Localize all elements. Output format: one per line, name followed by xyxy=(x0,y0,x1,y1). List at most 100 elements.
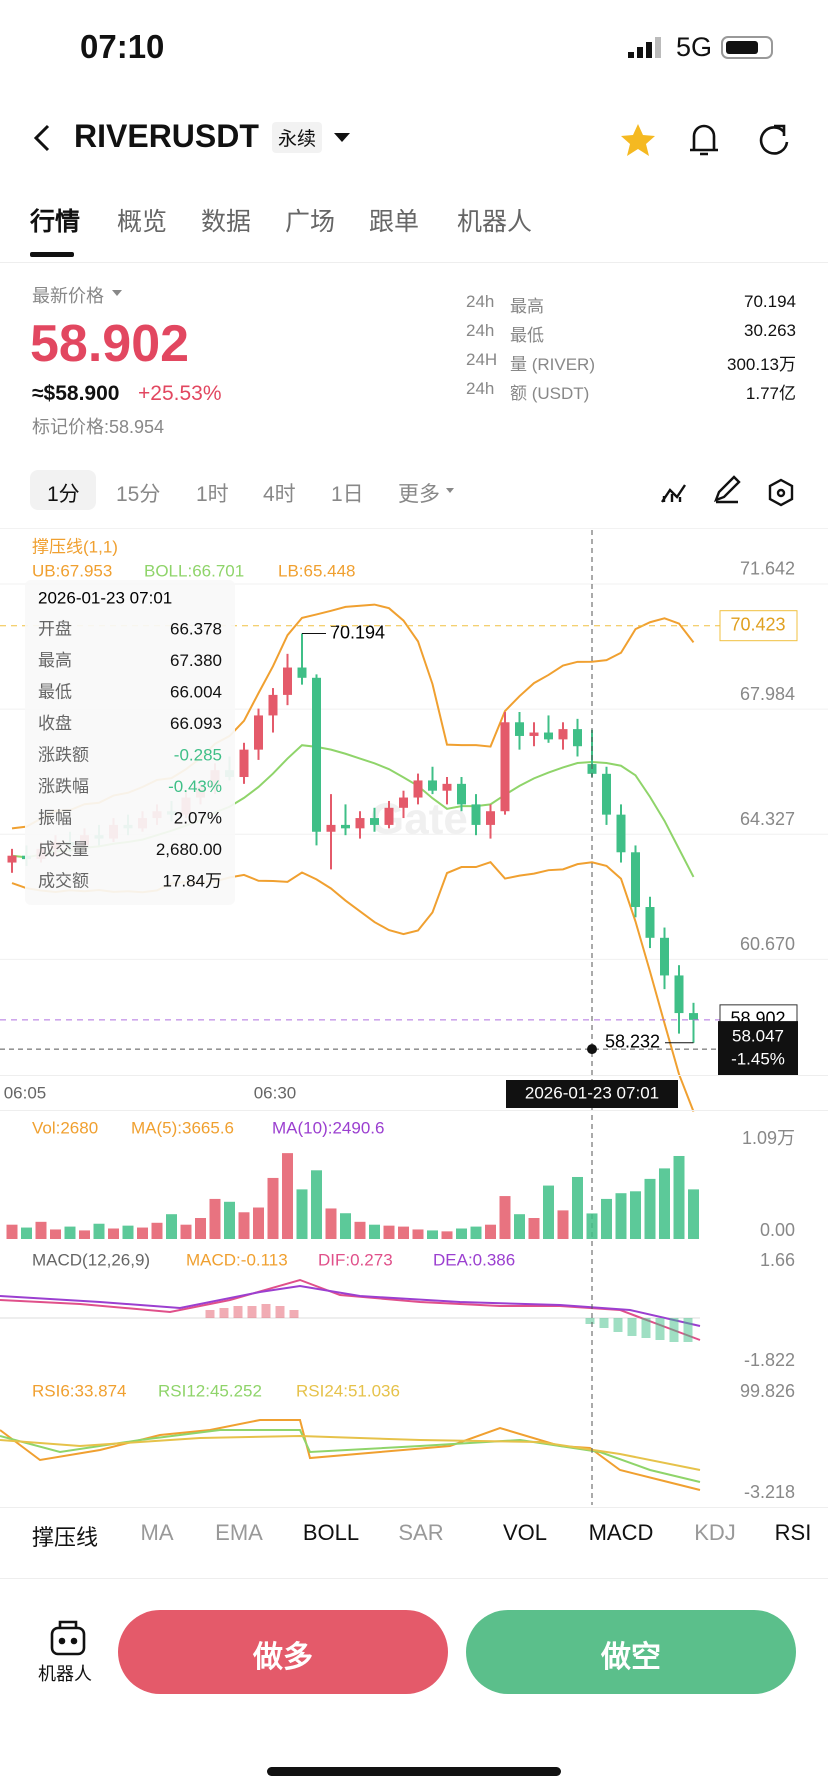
volume-bar xyxy=(93,1223,105,1239)
signal-icon xyxy=(628,37,661,58)
chart-legend: 撑压线(1,1) xyxy=(32,537,118,556)
tab[interactable]: 行情 xyxy=(30,208,81,236)
tooltip-date: 2026-01-23 07:01 xyxy=(38,588,172,607)
candle-body xyxy=(341,824,350,829)
interval[interactable]: 1时 xyxy=(196,483,229,506)
robot-icon[interactable] xyxy=(50,1620,86,1656)
tab[interactable]: 数据 xyxy=(201,208,252,236)
indicator[interactable]: 撑压线 xyxy=(31,1525,98,1550)
volume-bar xyxy=(238,1212,250,1239)
candle-body xyxy=(413,780,423,798)
volume-bar xyxy=(79,1230,90,1239)
legend: MA(10):2490.6 xyxy=(272,1118,384,1137)
volume-bar xyxy=(253,1207,264,1239)
stat-label: 额 (USDT) xyxy=(510,384,590,403)
candle-body xyxy=(239,749,249,778)
legend: DIF:0.273 xyxy=(318,1250,393,1269)
candle-body xyxy=(283,667,292,695)
interval[interactable]: 更多 xyxy=(398,483,440,506)
candle-body xyxy=(486,811,495,825)
volume-bar xyxy=(412,1229,424,1239)
legend: DEA:0.386 xyxy=(433,1250,515,1269)
indicator[interactable]: KDJ xyxy=(694,1520,736,1545)
interval[interactable]: 4时 xyxy=(263,483,296,506)
interval[interactable]: 15分 xyxy=(116,483,161,506)
short-button[interactable] xyxy=(466,1610,796,1694)
volume-bar xyxy=(21,1227,32,1239)
indicator[interactable]: BOLL xyxy=(302,1520,360,1545)
interval[interactable]: 1日 xyxy=(331,483,364,506)
volume-bar xyxy=(398,1226,409,1239)
volume-bar xyxy=(282,1153,293,1239)
rsi-axis: 99.826 xyxy=(740,1381,795,1401)
volume-bar xyxy=(427,1230,438,1239)
cursor-time: 2026-01-23 07:01 xyxy=(525,1083,659,1102)
macd-axis: -1.822 xyxy=(744,1350,795,1370)
candle-body xyxy=(471,804,481,825)
interval-selected xyxy=(30,470,96,510)
usd-price: ≈$58.900 xyxy=(32,382,120,405)
network: 5G xyxy=(676,32,713,62)
volume-bar xyxy=(64,1226,76,1239)
volume-bar xyxy=(630,1191,641,1239)
legend: RSI12:45.252 xyxy=(158,1381,262,1400)
volume-bar xyxy=(485,1224,496,1239)
star-icon[interactable] xyxy=(621,124,655,156)
long-label[interactable]: 做多 xyxy=(253,1641,313,1674)
candle-body xyxy=(616,814,626,853)
tooltip-label: 成交量 xyxy=(38,840,89,859)
candle-body xyxy=(399,797,408,808)
candle-body xyxy=(457,783,466,805)
volume-tick-label: 1.09万 xyxy=(742,1128,795,1148)
indicator[interactable]: MA xyxy=(140,1520,174,1545)
candle-body xyxy=(689,1013,698,1020)
indicator[interactable]: EMA xyxy=(215,1520,263,1545)
volume-bar xyxy=(383,1225,395,1239)
volume-tick-label: 0.00 xyxy=(760,1220,795,1240)
indicator[interactable]: RSI xyxy=(774,1520,812,1545)
tooltip-box xyxy=(25,580,235,905)
legend: MACD:-0.113 xyxy=(186,1250,288,1269)
back-icon[interactable] xyxy=(33,124,50,152)
tooltip-label: 最高 xyxy=(38,651,72,670)
candle-body xyxy=(573,729,582,747)
tab[interactable]: 广场 xyxy=(285,208,336,236)
tab[interactable]: 跟单 xyxy=(369,208,420,236)
interval[interactable]: 1分 xyxy=(47,483,80,506)
boll-legend: BOLL:66.701 xyxy=(144,561,244,580)
candle-body xyxy=(602,773,611,815)
tab[interactable]: 机器人 xyxy=(457,208,533,236)
tooltip-label: 开盘 xyxy=(38,619,72,638)
tab[interactable]: 概览 xyxy=(117,208,168,236)
bell-icon[interactable] xyxy=(690,124,718,156)
candle-body xyxy=(660,937,669,976)
volume-bar xyxy=(673,1155,685,1239)
candle-body xyxy=(645,907,655,938)
candle-body xyxy=(370,818,379,825)
long-button[interactable] xyxy=(118,1610,448,1694)
tooltip-label: 收盘 xyxy=(38,714,72,733)
candle-body xyxy=(254,715,263,750)
volume-bar xyxy=(296,1189,308,1239)
short-label[interactable]: 做空 xyxy=(601,1641,661,1674)
x-tick-label: 06:05 xyxy=(4,1083,47,1102)
candle-body xyxy=(7,855,17,863)
indicator[interactable]: VOL xyxy=(502,1520,548,1545)
cursor-change: -1.45% xyxy=(731,1050,785,1069)
volume-bar xyxy=(108,1228,119,1239)
volume-bar xyxy=(659,1168,670,1239)
volume-bar xyxy=(50,1229,61,1239)
indicator[interactable]: MACD xyxy=(588,1520,654,1545)
high-marker: 70.194 xyxy=(330,622,385,642)
divider xyxy=(0,1075,828,1076)
share-icon[interactable] xyxy=(759,124,789,155)
cursor-price: 58.047 xyxy=(732,1027,784,1046)
tooltip-value: 67.380 xyxy=(170,651,222,670)
tooltip-value: 17.84万 xyxy=(162,871,222,890)
volume-bar xyxy=(456,1228,467,1239)
dropdown-icon[interactable] xyxy=(334,133,350,142)
divider xyxy=(0,1507,828,1508)
indicator[interactable]: SAR xyxy=(398,1520,444,1545)
stat-period: 24H xyxy=(466,350,498,369)
y-tick-label: 64.327 xyxy=(740,809,795,829)
